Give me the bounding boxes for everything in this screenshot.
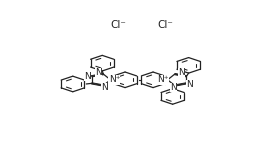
Text: Cl⁻: Cl⁻	[157, 20, 173, 30]
Text: N: N	[84, 72, 91, 81]
Text: N: N	[186, 80, 193, 89]
Text: N: N	[178, 68, 185, 77]
Text: N⁺: N⁺	[109, 75, 120, 84]
Text: N: N	[170, 83, 177, 92]
Text: Cl⁻: Cl⁻	[111, 20, 127, 30]
Text: N: N	[95, 68, 102, 77]
Text: N⁺: N⁺	[157, 75, 169, 84]
Text: N: N	[101, 83, 108, 92]
